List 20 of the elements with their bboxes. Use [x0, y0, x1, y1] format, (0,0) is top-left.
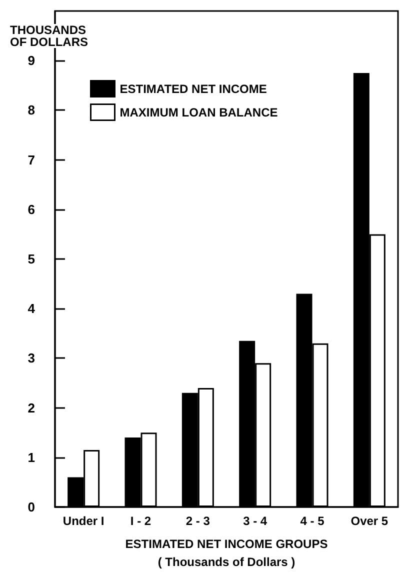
x-tick-label: 3 - 4: [243, 514, 268, 528]
legend-label: ESTIMATED NET INCOME: [120, 82, 267, 96]
y-tick-label: 8: [28, 102, 35, 118]
x-tick-label: Under I: [62, 514, 104, 528]
y-tick-label: 4: [28, 301, 36, 316]
y-axis-title: THOUSANDS OF DOLLARS: [10, 23, 88, 49]
y-tick-label: 9: [28, 53, 35, 68]
y-tick-label: 6: [28, 202, 35, 217]
x-axis-title: ESTIMATED NET INCOME GROUPS ( Thousands of Dollars ): [125, 537, 328, 569]
x-tick-label: I - 2: [130, 514, 152, 528]
y-tick-label: 5: [28, 252, 35, 266]
legend-label: MAXIMUM LOAN BALANCE: [120, 105, 278, 120]
y-tick-label: 3: [28, 350, 35, 366]
x-tick-label: 2 - 3: [186, 514, 210, 528]
y-tick-label: 2: [28, 400, 35, 416]
x-tick-label: Over 5: [350, 514, 388, 528]
y-tick-label: 1: [28, 450, 35, 465]
y-tick-label: 0: [28, 500, 35, 514]
x-tick-label: 4 - 5: [300, 514, 325, 528]
y-tick-label: 7: [28, 152, 35, 168]
